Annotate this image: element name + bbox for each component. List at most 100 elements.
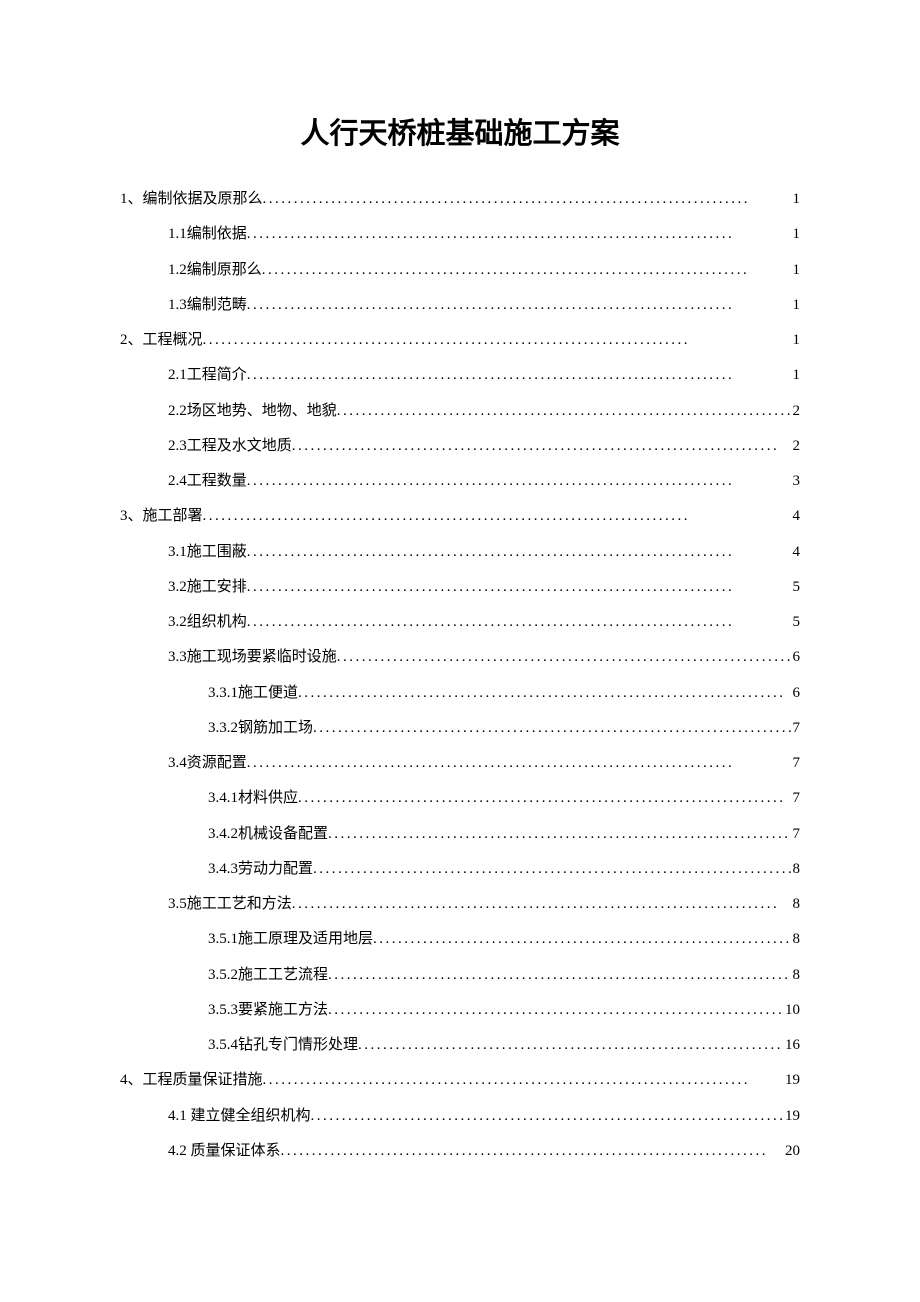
toc-dots: ........................................… <box>247 746 791 781</box>
toc-entry: 2.4工程数量.................................… <box>120 464 800 499</box>
toc-page-number: 1 <box>791 323 801 358</box>
toc-page-number: 19 <box>783 1063 800 1098</box>
toc-page-number: 20 <box>783 1134 800 1169</box>
toc-label: 3.5.4钻孔专门情形处理 <box>208 1028 358 1063</box>
toc-entry: 3.5.3要紧施工方法.............................… <box>120 993 800 1028</box>
toc-entry: 1.1编制依据.................................… <box>120 217 800 252</box>
toc-label: 4.1 建立健全组织机构 <box>168 1099 311 1134</box>
toc-entry: 1.2编制原那么................................… <box>120 253 800 288</box>
toc-label: 3.4.3劳动力配置 <box>208 852 313 887</box>
toc-dots: ........................................… <box>263 1063 783 1098</box>
toc-label: 3.3施工现场要紧临时设施 <box>168 640 337 675</box>
toc-entry: 3.5.2施工工艺流程.............................… <box>120 958 800 993</box>
toc-label: 3.4.2机械设备配置 <box>208 817 328 852</box>
toc-label: 1.2编制原那么 <box>168 253 262 288</box>
toc-page-number: 8 <box>791 922 801 957</box>
toc-entry: 3.1施工围蔽.................................… <box>120 535 800 570</box>
toc-page-number: 1 <box>791 253 801 288</box>
toc-label: 4.2 质量保证体系 <box>168 1134 281 1169</box>
toc-dots: ........................................… <box>313 852 790 887</box>
toc-label: 3.5施工工艺和方法 <box>168 887 292 922</box>
toc-label: 1、编制依据及原那么 <box>120 182 263 217</box>
toc-dots: ........................................… <box>311 1099 783 1134</box>
document-title: 人行天桥桩基础施工方案 <box>120 110 800 152</box>
toc-dots: ........................................… <box>281 1134 783 1169</box>
toc-page-number: 8 <box>791 887 801 922</box>
toc-page-number: 7 <box>791 746 801 781</box>
toc-entry: 1、编制依据及原那么..............................… <box>120 182 800 217</box>
toc-label: 2.2场区地势、地物、地貌 <box>168 394 337 429</box>
toc-label: 3.5.3要紧施工方法 <box>208 993 328 1028</box>
toc-entry: 3.4资源配置.................................… <box>120 746 800 781</box>
toc-page-number: 1 <box>791 358 801 393</box>
toc-entry: 4.1 建立健全组织机构............................… <box>120 1099 800 1134</box>
toc-dots: ........................................… <box>247 464 791 499</box>
toc-label: 3.3.1施工便道 <box>208 676 298 711</box>
toc-entry: 3.5.4钻孔专门情形处理...........................… <box>120 1028 800 1063</box>
toc-label: 2.4工程数量 <box>168 464 247 499</box>
toc-label: 2.1工程简介 <box>168 358 247 393</box>
toc-label: 1.1编制依据 <box>168 217 247 252</box>
toc-label: 3.3.2钢筋加工场 <box>208 711 313 746</box>
toc-entry: 2.1工程简介.................................… <box>120 358 800 393</box>
toc-dots: ........................................… <box>328 817 790 852</box>
toc-page-number: 19 <box>783 1099 800 1134</box>
toc-dots: ........................................… <box>337 394 791 429</box>
toc-label: 3.2施工安排 <box>168 570 247 605</box>
toc-dots: ........................................… <box>247 217 791 252</box>
toc-page-number: 2 <box>791 429 801 464</box>
toc-dots: ........................................… <box>263 182 791 217</box>
toc-entry: 2.2场区地势、地物、地貌...........................… <box>120 394 800 429</box>
toc-label: 3.5.1施工原理及适用地层 <box>208 922 373 957</box>
toc-label: 2.3工程及水文地质 <box>168 429 292 464</box>
toc-entry: 2、工程概况..................................… <box>120 323 800 358</box>
toc-page-number: 8 <box>791 958 801 993</box>
toc-entry: 3.5.1施工原理及适用地层..........................… <box>120 922 800 957</box>
toc-entry: 3.3施工现场要紧临时设施...........................… <box>120 640 800 675</box>
toc-page-number: 7 <box>791 711 801 746</box>
toc-page-number: 7 <box>791 817 801 852</box>
toc-label: 3、施工部署 <box>120 499 203 534</box>
toc-page-number: 8 <box>791 852 801 887</box>
toc-entry: 3、施工部署..................................… <box>120 499 800 534</box>
toc-dots: ........................................… <box>292 887 791 922</box>
toc-dots: ........................................… <box>313 711 790 746</box>
toc-label: 3.1施工围蔽 <box>168 535 247 570</box>
toc-page-number: 1 <box>791 288 801 323</box>
toc-entry: 3.4.1材料供应...............................… <box>120 781 800 816</box>
toc-page-number: 2 <box>791 394 801 429</box>
toc-entry: 3.2施工安排.................................… <box>120 570 800 605</box>
toc-entry: 3.4.2机械设备配置.............................… <box>120 817 800 852</box>
toc-label: 3.5.2施工工艺流程 <box>208 958 328 993</box>
toc-dots: ........................................… <box>247 605 791 640</box>
toc-dots: ........................................… <box>337 640 791 675</box>
toc-page-number: 5 <box>791 605 801 640</box>
toc-dots: ........................................… <box>247 570 791 605</box>
toc-dots: ........................................… <box>262 253 791 288</box>
toc-dots: ........................................… <box>247 358 791 393</box>
toc-page-number: 6 <box>791 640 801 675</box>
toc-label: 1.3编制范畴 <box>168 288 247 323</box>
toc-page-number: 5 <box>791 570 801 605</box>
toc-page-number: 4 <box>791 499 801 534</box>
toc-dots: ........................................… <box>247 288 791 323</box>
toc-dots: ........................................… <box>328 993 783 1028</box>
toc-label: 3.2组织机构 <box>168 605 247 640</box>
toc-dots: ........................................… <box>328 958 790 993</box>
toc-label: 3.4资源配置 <box>168 746 247 781</box>
toc-entry: 1.3编制范畴.................................… <box>120 288 800 323</box>
toc-page-number: 10 <box>783 993 800 1028</box>
toc-dots: ........................................… <box>203 499 791 534</box>
toc-entry: 4、工程质量保证措施..............................… <box>120 1063 800 1098</box>
toc-entry: 3.4.3劳动力配置..............................… <box>120 852 800 887</box>
toc-entry: 3.2组织机构.................................… <box>120 605 800 640</box>
toc-entry: 3.5施工工艺和方法..............................… <box>120 887 800 922</box>
toc-label: 2、工程概况 <box>120 323 203 358</box>
toc-entry: 3.3.1施工便道...............................… <box>120 676 800 711</box>
toc-dots: ........................................… <box>373 922 790 957</box>
toc-dots: ........................................… <box>358 1028 783 1063</box>
toc-page-number: 16 <box>783 1028 800 1063</box>
toc-dots: ........................................… <box>203 323 791 358</box>
toc-label: 4、工程质量保证措施 <box>120 1063 263 1098</box>
toc-entry: 2.3工程及水文地质..............................… <box>120 429 800 464</box>
